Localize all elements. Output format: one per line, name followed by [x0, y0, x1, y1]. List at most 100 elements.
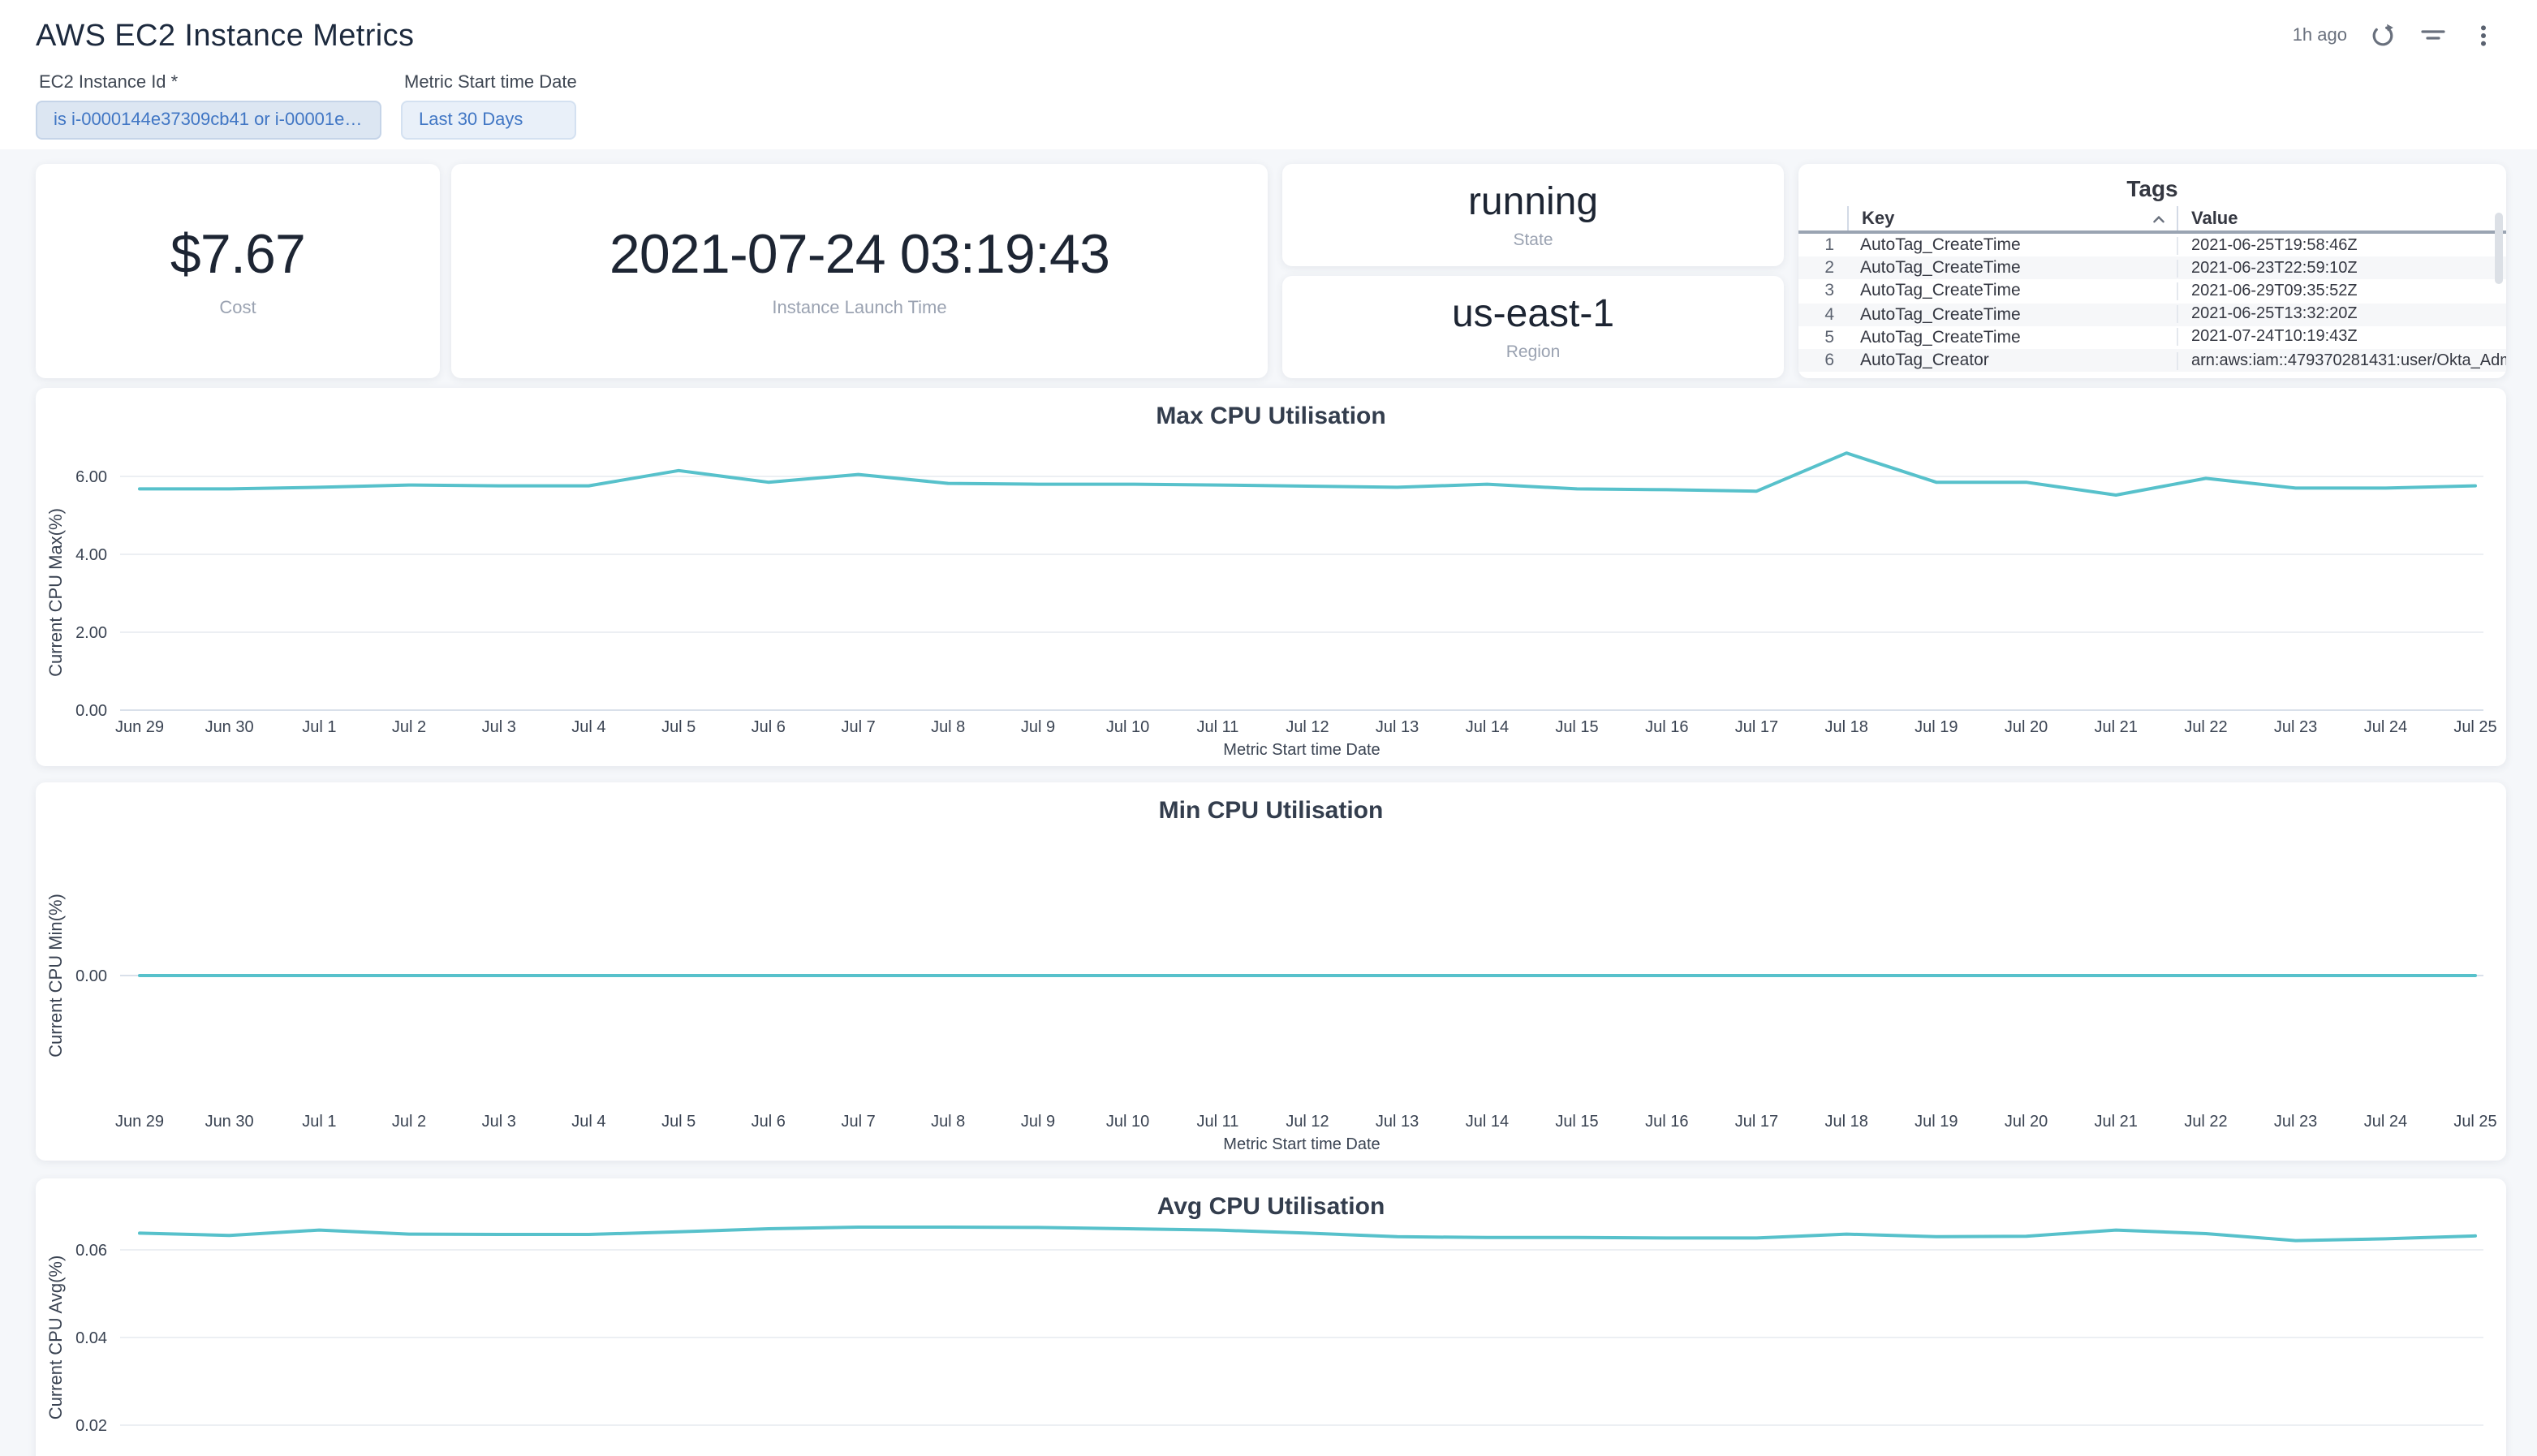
tags-scrollbar[interactable]	[2495, 213, 2503, 284]
metric-card-cost: $7.67 Cost	[36, 164, 440, 378]
time-filter-label: Metric Start time Date	[404, 73, 577, 93]
svg-text:Jul 21: Jul 21	[2095, 1113, 2138, 1131]
svg-text:Jul 9: Jul 9	[1021, 1113, 1055, 1131]
svg-text:Jul 3: Jul 3	[482, 1113, 516, 1131]
svg-text:Jul 25: Jul 25	[2453, 1113, 2496, 1131]
top-bar: AWS EC2 Instance Metrics 1h ago	[0, 0, 2537, 149]
svg-text:Jul 10: Jul 10	[1106, 718, 1149, 736]
filter-button[interactable]	[2419, 21, 2448, 50]
table-row: 4 AutoTag_CreateTime 2021-06-25T13:32:20Z	[1798, 303, 2506, 326]
metric-card-state: running State	[1282, 164, 1784, 266]
svg-text:Jul 6: Jul 6	[752, 718, 786, 736]
tag-value-cell: 2021-06-25T19:58:46Z	[2177, 236, 2506, 255]
svg-text:Jul 23: Jul 23	[2274, 1113, 2317, 1131]
tag-value-cell: arn:aws:iam::479370281431:user/Okta_Admi…	[2177, 351, 2506, 370]
svg-text:Jul 22: Jul 22	[2184, 1113, 2227, 1131]
metric-cards-row: $7.67 Cost 2021-07-24 03:19:43 Instance …	[36, 164, 2506, 378]
svg-text:Jul 23: Jul 23	[2274, 718, 2317, 736]
state-value: running	[1467, 180, 1599, 224]
svg-text:Jul 7: Jul 7	[841, 718, 875, 736]
chart-title: Min CPU Utilisation	[1158, 797, 1384, 825]
svg-text:0.00: 0.00	[75, 702, 107, 720]
svg-text:Jul 19: Jul 19	[1915, 718, 1958, 736]
svg-text:Jul 11: Jul 11	[1196, 718, 1238, 736]
key-column-header[interactable]: Key	[1847, 206, 2177, 230]
svg-text:Jul 17: Jul 17	[1735, 718, 1778, 736]
table-row: 3 AutoTag_CreateTime 2021-06-29T09:35:52Z	[1798, 280, 2506, 303]
tag-key-cell: AutoTag_CreateTime	[1860, 235, 2021, 256]
svg-text:Jul 8: Jul 8	[931, 718, 965, 736]
svg-text:Current CPU Max(%): Current CPU Max(%)	[45, 508, 66, 677]
svg-text:Jul 16: Jul 16	[1645, 1113, 1688, 1131]
value-column-label: Value	[2191, 209, 2238, 228]
svg-text:0.02: 0.02	[75, 1417, 107, 1435]
metric-card-region: us-east-1 Region	[1282, 276, 1784, 378]
tag-key-cell: AutoTag_CreateTime	[1860, 258, 2021, 278]
value-column-header: Value	[2177, 206, 2506, 230]
cost-label: Cost	[219, 299, 256, 318]
svg-text:Jul 4: Jul 4	[571, 718, 605, 736]
svg-text:Jul 15: Jul 15	[1555, 1113, 1598, 1131]
svg-text:Current CPU Avg(%): Current CPU Avg(%)	[45, 1256, 66, 1420]
table-row: 5 AutoTag_CreateTime 2021-07-24T10:19:43Z	[1798, 326, 2506, 349]
kebab-menu-icon	[2470, 23, 2496, 49]
launch-time-label: Instance Launch Time	[772, 299, 947, 318]
instance-filter-label: EC2 Instance Id *	[39, 73, 179, 93]
state-region-stack: running State us-east-1 Region	[1282, 164, 1784, 378]
tag-key-cell: AutoTag_CreateTime	[1860, 327, 2021, 347]
options-menu-button[interactable]	[2469, 21, 2498, 50]
row-number: 3	[1824, 281, 1834, 301]
svg-text:Jul 18: Jul 18	[1825, 718, 1868, 736]
svg-text:Jul 1: Jul 1	[302, 718, 336, 736]
launch-time-value: 2021-07-24 03:19:43	[609, 224, 1110, 286]
row-number-column-header	[1798, 206, 1847, 230]
svg-text:Jul 12: Jul 12	[1286, 1113, 1329, 1131]
instance-filter-group: EC2 Instance Id * is i-0000144e37309cb41…	[36, 73, 381, 140]
row-number: 4	[1824, 304, 1834, 325]
svg-text:Jun 29: Jun 29	[115, 718, 164, 736]
max-cpu-chart-panel: Max CPU Utilisation 6.00 4.00 2.00 0.00 Jun …	[36, 388, 2506, 766]
row-number: 1	[1824, 235, 1834, 256]
tag-key-cell: AutoTag_CreateTime	[1860, 281, 2021, 301]
svg-text:Metric Start time Date: Metric Start time Date	[1223, 1135, 1380, 1153]
svg-text:Jul 15: Jul 15	[1555, 718, 1598, 736]
svg-text:Current CPU Min(%): Current CPU Min(%)	[45, 894, 66, 1058]
svg-text:Jul 20: Jul 20	[2005, 1113, 2048, 1131]
svg-text:Jul 14: Jul 14	[1466, 718, 1509, 736]
svg-text:Jul 20: Jul 20	[2005, 718, 2048, 736]
max-cpu-chart[interactable]: 6.00 4.00 2.00 0.00 Jun 29 Jun 30 Jul 1 Jul 2 Ju…	[36, 388, 2506, 766]
refresh-button[interactable]	[2368, 21, 2397, 50]
svg-text:Jul 5: Jul 5	[661, 718, 696, 736]
svg-text:Jul 4: Jul 4	[571, 1113, 605, 1131]
avg-cpu-chart-panel: Avg CPU Utilisation 0.060.040.02Jun 29Ju…	[36, 1178, 2506, 1456]
row-number: 2	[1824, 258, 1834, 278]
svg-text:Jul 2: Jul 2	[392, 718, 426, 736]
min-cpu-chart[interactable]: 0.00 Jun 29 Jun 30 Jul 1 Jul 2 Jul 3 Jul 4 Jul …	[36, 782, 2506, 1161]
svg-text:Jul 19: Jul 19	[1915, 1113, 1958, 1131]
table-row: 1 AutoTag_CreateTime 2021-06-25T19:58:46Z	[1798, 234, 2506, 256]
svg-text:Jul 24: Jul 24	[2364, 1113, 2407, 1131]
time-filter-group: Metric Start time Date Last 30 Days	[401, 73, 577, 140]
svg-text:Jun 30: Jun 30	[205, 718, 254, 736]
svg-text:Jul 25: Jul 25	[2453, 718, 2496, 736]
instance-filter-pill[interactable]: is i-0000144e37309cb41 or i-00001e74e...	[36, 101, 381, 140]
svg-text:Jul 11: Jul 11	[1196, 1113, 1238, 1131]
table-row: 6 AutoTag_Creator arn:aws:iam::47937028143…	[1798, 348, 2506, 373]
svg-text:0.06: 0.06	[75, 1242, 107, 1260]
min-cpu-chart-panel: Min CPU Utilisation 0.00 Jun 29 Jun 30 Jul …	[36, 782, 2506, 1161]
svg-text:Jul 10: Jul 10	[1106, 1113, 1149, 1131]
svg-text:Jul 16: Jul 16	[1645, 718, 1688, 736]
time-filter-pill[interactable]: Last 30 Days	[401, 101, 577, 140]
svg-text:Jul 1: Jul 1	[302, 1113, 336, 1131]
svg-text:Jul 22: Jul 22	[2184, 718, 2227, 736]
svg-text:Jul 5: Jul 5	[661, 1113, 696, 1131]
svg-text:Jul 2: Jul 2	[392, 1113, 426, 1131]
tags-table-header: Key Value	[1798, 206, 2506, 234]
key-column-label: Key	[1862, 209, 1895, 228]
metric-card-launch-time: 2021-07-24 03:19:43 Instance Launch Time	[451, 164, 1268, 378]
instance-filter-value: is i-0000144e37309cb41 or i-00001e74e...	[54, 110, 364, 130]
svg-text:Jul 13: Jul 13	[1376, 1113, 1419, 1131]
cost-value: $7.67	[170, 224, 306, 286]
region-value: us-east-1	[1451, 292, 1615, 336]
